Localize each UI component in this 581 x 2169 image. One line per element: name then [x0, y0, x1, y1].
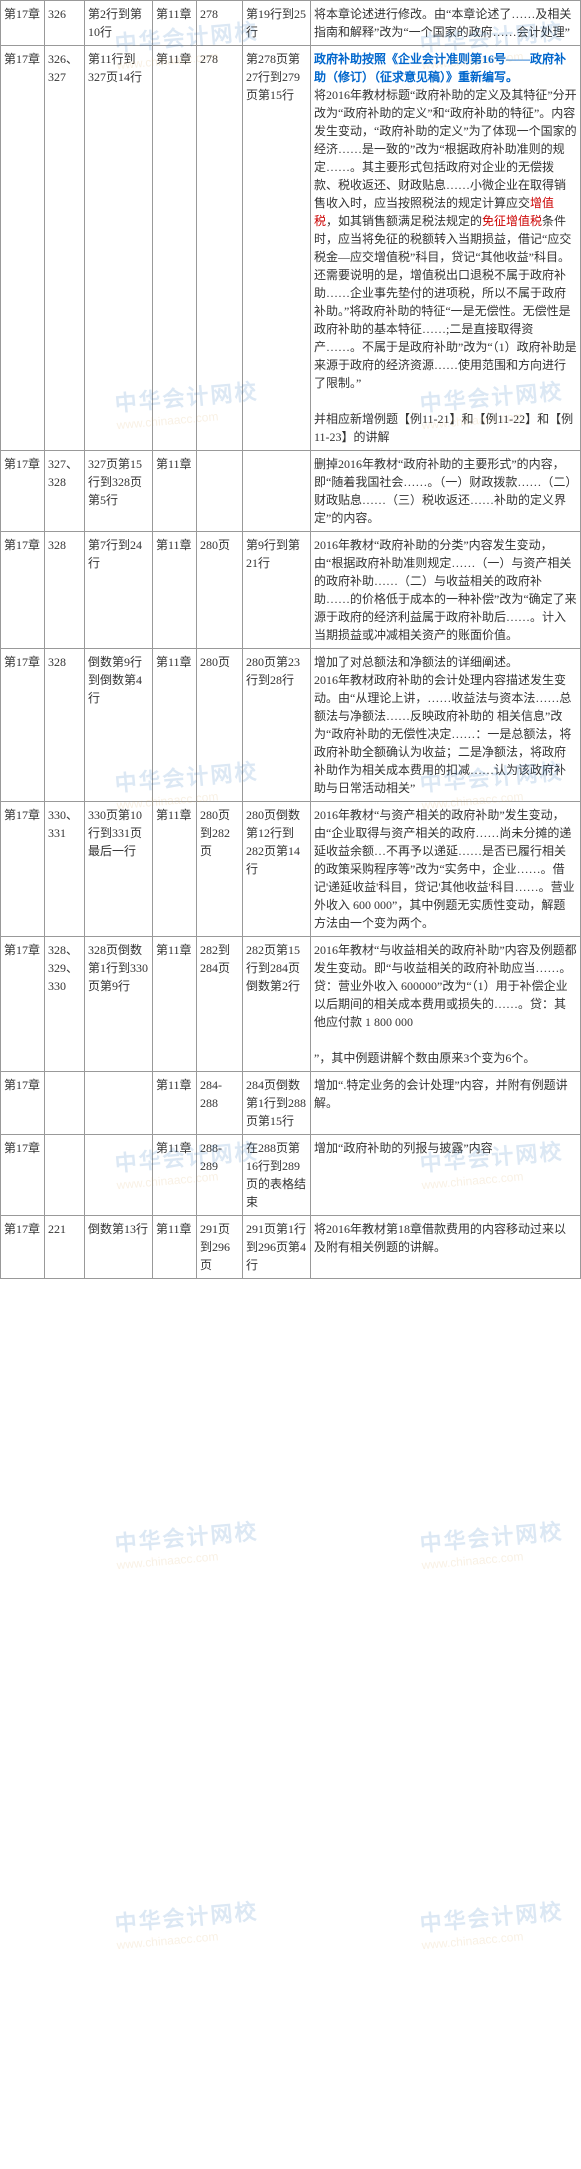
cell-c5: 280页到282页	[197, 802, 243, 937]
table-row: 第17章 第11章288-289在288页第16行到289页的表格结束增加“政府补…	[1, 1135, 581, 1216]
cell-c5: 280页	[197, 649, 243, 802]
watermark: 中华会计网校www.chinaacc.com	[113, 1514, 260, 1572]
cell-c7: 政府补助按照《企业会计准则第16号——政府补助（修订）（征求意见稿）》重新编写。…	[311, 46, 581, 451]
cell-c6: 第9行到第21行	[243, 532, 311, 649]
cell-c4: 第11章	[153, 649, 197, 802]
cell-c1: 第17章	[1, 1216, 45, 1279]
cell-c5: 280页	[197, 532, 243, 649]
watermark: 中华会计网校www.chinaacc.com	[113, 1894, 260, 1952]
table-row: 第17章326、327第11行到327页14行第11章278第278页第27行到…	[1, 46, 581, 451]
cell-c1: 第17章	[1, 802, 45, 937]
table-row: 第17章330、331330页第10行到331页最后一行第11章280页到282…	[1, 802, 581, 937]
cell-c6: 280页倒数第12行到282页第14行	[243, 802, 311, 937]
cell-c3: 第2行到第10行	[85, 1, 153, 46]
table-row: 第17章326第2行到第10行第11章278第19行到25行将本章论述进行修改。…	[1, 1, 581, 46]
cell-c7: 删掉2016年教材“政府补助的主要形式”的内容，即“随着我国社会……。（一）财政…	[311, 451, 581, 532]
cell-c7: 2016年教材“政府补助的分类”内容发生变动，由“根据政府补助准则规定……（一）…	[311, 532, 581, 649]
cell-c5: 282到284页	[197, 937, 243, 1072]
cell-c1: 第17章	[1, 1135, 45, 1216]
cell-c4: 第11章	[153, 1135, 197, 1216]
cell-c1: 第17章	[1, 532, 45, 649]
cell-c3	[85, 1135, 153, 1216]
table-row: 第17章328倒数第9行到倒数第4行第11章280页280页第23行到28行增加…	[1, 649, 581, 802]
cell-c6: 282页第15行到284页倒数第2行	[243, 937, 311, 1072]
cell-c5: 278	[197, 1, 243, 46]
watermark: 中华会计网校www.chinaacc.com	[418, 1514, 565, 1572]
cell-c3	[85, 1072, 153, 1135]
table-row: 第17章328、329、330328页倒数第1行到330页第9行第11章282到…	[1, 937, 581, 1072]
cell-c6: 291页第1行到296页第4行	[243, 1216, 311, 1279]
cell-c2: 328、329、330	[45, 937, 85, 1072]
cell-c6: 284页倒数第1行到288页第15行	[243, 1072, 311, 1135]
table-row: 第17章 第11章284-288284页倒数第1行到288页第15行增加“.特定业…	[1, 1072, 581, 1135]
cell-c2: 326、327	[45, 46, 85, 451]
cell-c7: 2016年教材“与资产相关的政府补助”发生变动，由“企业取得与资产相关的政府………	[311, 802, 581, 937]
cell-c6: 第19行到25行	[243, 1, 311, 46]
cell-c1: 第17章	[1, 1, 45, 46]
cell-c4: 第11章	[153, 1072, 197, 1135]
cell-c4: 第11章	[153, 46, 197, 451]
cell-c4: 第11章	[153, 1, 197, 46]
cell-c5: 288-289	[197, 1135, 243, 1216]
cell-c6: 在288页第16行到289页的表格结束	[243, 1135, 311, 1216]
cell-c1: 第17章	[1, 451, 45, 532]
cell-c7: 将本章论述进行修改。由“本章论述了……及相关指南和解释”改为“一个国家的政府………	[311, 1, 581, 46]
cell-c5: 291页到296页	[197, 1216, 243, 1279]
cell-c6: 第278页第27行到279页第15行	[243, 46, 311, 451]
cell-c7: 增加“.特定业务的会计处理”内容，并附有例题讲解。	[311, 1072, 581, 1135]
cell-c1: 第17章	[1, 649, 45, 802]
cell-c3: 倒数第13行	[85, 1216, 153, 1279]
cell-c1: 第17章	[1, 937, 45, 1072]
cell-c1: 第17章	[1, 46, 45, 451]
cell-c2	[45, 1135, 85, 1216]
table-row: 第17章328第7行到24行第11章280页第9行到第21行2016年教材“政府…	[1, 532, 581, 649]
cell-c3: 第7行到24行	[85, 532, 153, 649]
cell-c4: 第11章	[153, 802, 197, 937]
cell-c5: 284-288	[197, 1072, 243, 1135]
cell-c2: 326	[45, 1, 85, 46]
cell-c2: 327、328	[45, 451, 85, 532]
cell-c6	[243, 451, 311, 532]
cell-c7: 增加了对总额法和净额法的详细阐述。2016年教材政府补助的会计处理内容描述发生变…	[311, 649, 581, 802]
cell-c5: 278	[197, 46, 243, 451]
cell-c4: 第11章	[153, 1216, 197, 1279]
table-row: 第17章327、328327页第15行到328页第5行第11章 删掉2016年教材…	[1, 451, 581, 532]
cell-c3: 327页第15行到328页第5行	[85, 451, 153, 532]
cell-c1: 第17章	[1, 1072, 45, 1135]
cell-c3: 328页倒数第1行到330页第9行	[85, 937, 153, 1072]
cell-c6: 280页第23行到28行	[243, 649, 311, 802]
cell-c4: 第11章	[153, 937, 197, 1072]
watermark: 中华会计网校www.chinaacc.com	[418, 1894, 565, 1952]
cell-c3: 330页第10行到331页最后一行	[85, 802, 153, 937]
cell-c4: 第11章	[153, 532, 197, 649]
cell-c7: 增加“政府补助的列报与披露”内容	[311, 1135, 581, 1216]
cell-c2: 328	[45, 649, 85, 802]
cell-c7: 2016年教材“与收益相关的政府补助”内容及例题都发生变动。即“与收益相关的政府…	[311, 937, 581, 1072]
cell-c2: 328	[45, 532, 85, 649]
cell-c7: 将2016年教材第18章借款费用的内容移动过来以及附有相关例题的讲解。	[311, 1216, 581, 1279]
cell-c2	[45, 1072, 85, 1135]
cell-c2: 330、331	[45, 802, 85, 937]
cell-c4: 第11章	[153, 451, 197, 532]
cell-c3: 第11行到327页14行	[85, 46, 153, 451]
table-row: 第17章221倒数第13行第11章291页到296页291页第1行到296页第4…	[1, 1216, 581, 1279]
cell-c3: 倒数第9行到倒数第4行	[85, 649, 153, 802]
cell-c5	[197, 451, 243, 532]
cell-c2: 221	[45, 1216, 85, 1279]
